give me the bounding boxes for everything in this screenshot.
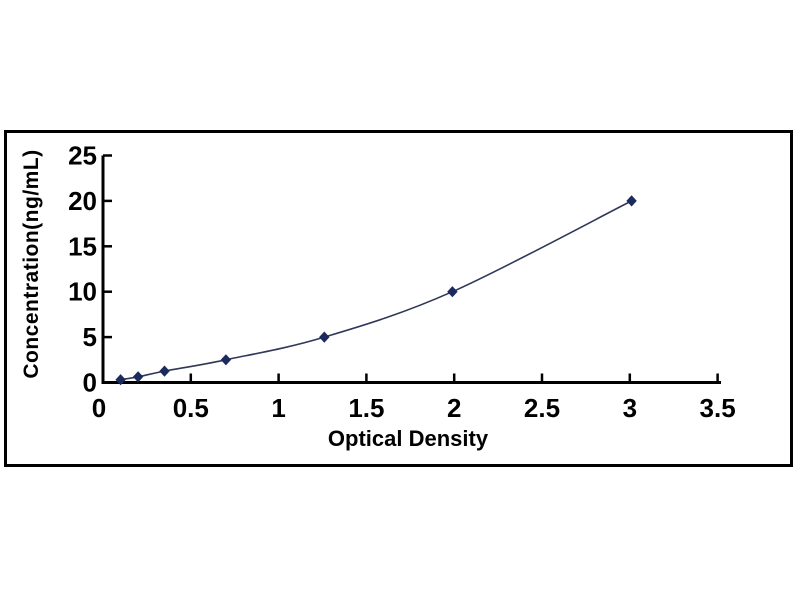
data-point-marker [626,195,637,207]
y-axis-title: Concentration(ng/mL) [20,149,43,378]
x-tick-label: 1.5 [348,393,384,423]
x-tick-label: 0.5 [173,393,209,423]
chart-border-frame [4,130,793,467]
y-tick-label: 10 [68,277,97,307]
y-tick-label: 15 [68,231,97,261]
x-tick-label: 2 [447,393,461,423]
y-tick-label: 25 [68,141,97,171]
data-point-marker [132,371,144,383]
data-point-marker [319,331,330,343]
data-point-marker [115,374,126,386]
x-tick-label: 3.5 [700,393,736,423]
x-axis-title: Optical Density [328,426,489,451]
plot-area: 0 0.5 1 1.5 2 2.5 3 3.5 0 5 10 15 20 25 [68,141,736,424]
x-tick-label: 1 [271,393,285,423]
x-tick-label: 0 [92,393,106,423]
data-point-marker [447,286,458,298]
y-tick-label: 5 [83,322,97,352]
standard-curve-line [120,200,632,381]
x-tick-label: 2.5 [524,393,560,423]
y-tick-label: 0 [83,368,97,398]
y-tick-label: 20 [68,186,97,216]
data-point-marker [159,365,170,377]
data-point-marker [220,354,232,366]
x-tick-label: 3 [623,393,637,423]
